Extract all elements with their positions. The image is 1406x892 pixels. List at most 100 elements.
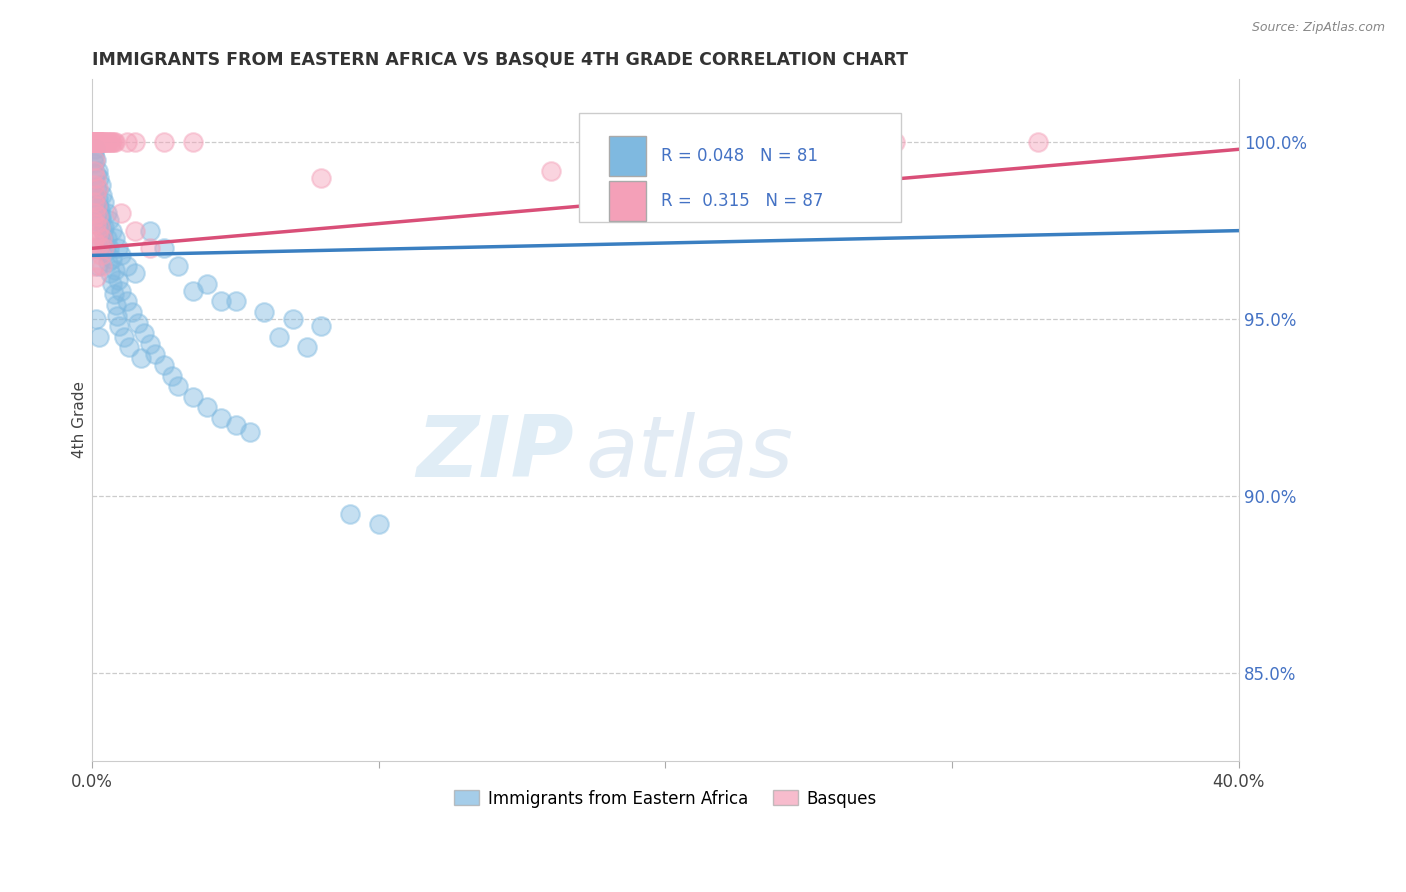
Point	[93, 241, 115, 255]
Point	[83, 135, 105, 149]
Point	[540, 163, 562, 178]
Point	[267, 329, 290, 343]
Point	[124, 224, 146, 238]
Point	[89, 220, 111, 235]
Point	[367, 517, 389, 532]
Point	[132, 326, 155, 341]
Point	[94, 244, 117, 259]
Point	[91, 135, 114, 149]
Point	[339, 507, 361, 521]
Point	[121, 305, 143, 319]
Point	[87, 135, 110, 149]
Point	[96, 135, 118, 149]
Point	[83, 135, 105, 149]
Point	[153, 241, 176, 255]
Point	[115, 294, 138, 309]
Point	[883, 135, 905, 149]
Point	[83, 234, 105, 248]
Text: IMMIGRANTS FROM EASTERN AFRICA VS BASQUE 4TH GRADE CORRELATION CHART: IMMIGRANTS FROM EASTERN AFRICA VS BASQUE…	[93, 51, 908, 69]
Point	[86, 181, 108, 195]
Point	[281, 312, 304, 326]
Point	[112, 329, 135, 343]
Point	[87, 135, 110, 149]
Point	[124, 135, 146, 149]
Point	[93, 135, 115, 149]
Point	[84, 135, 107, 149]
Point	[84, 135, 107, 149]
Point	[93, 220, 115, 235]
Point	[83, 135, 105, 149]
Point	[84, 241, 107, 255]
Point	[86, 135, 108, 149]
Point	[86, 135, 108, 149]
FancyBboxPatch shape	[609, 136, 645, 176]
Point	[97, 135, 120, 149]
Point	[82, 135, 104, 149]
Point	[87, 192, 110, 206]
Point	[86, 135, 108, 149]
Point	[89, 237, 111, 252]
Point	[108, 319, 131, 334]
Point	[162, 368, 184, 383]
Point	[181, 284, 204, 298]
Point	[90, 213, 112, 227]
Point	[84, 135, 107, 149]
Point	[98, 213, 121, 227]
Point	[101, 224, 124, 238]
Point	[195, 277, 218, 291]
Point	[90, 248, 112, 262]
Text: ZIP: ZIP	[416, 412, 574, 495]
Point	[87, 210, 110, 224]
Point	[83, 213, 105, 227]
Point	[83, 135, 105, 149]
Point	[107, 273, 129, 287]
Point	[83, 163, 105, 178]
Point	[195, 401, 218, 415]
Point	[167, 379, 190, 393]
Y-axis label: 4th Grade: 4th Grade	[72, 381, 87, 458]
Point	[181, 390, 204, 404]
Point	[91, 230, 114, 244]
Point	[82, 135, 104, 149]
Point	[224, 294, 246, 309]
Point	[295, 340, 318, 354]
Point	[107, 241, 129, 255]
Point	[127, 316, 149, 330]
Text: R =  0.315   N = 87: R = 0.315 N = 87	[661, 192, 824, 210]
Point	[103, 135, 125, 149]
Point	[91, 224, 114, 238]
Point	[86, 199, 108, 213]
Point	[93, 195, 115, 210]
Point	[104, 262, 127, 277]
FancyBboxPatch shape	[609, 180, 645, 221]
Point	[138, 336, 160, 351]
Point	[311, 170, 333, 185]
Point	[104, 230, 127, 244]
Point	[89, 170, 111, 185]
Point	[84, 206, 107, 220]
Point	[83, 156, 105, 170]
Point	[98, 135, 121, 149]
Point	[84, 188, 107, 202]
Point	[90, 135, 112, 149]
Point	[82, 213, 104, 227]
Point	[93, 234, 115, 248]
Point	[110, 206, 132, 220]
Point	[138, 241, 160, 255]
Point	[89, 135, 111, 149]
Point	[129, 351, 152, 365]
Point	[1026, 135, 1049, 149]
Point	[124, 266, 146, 280]
Point	[96, 230, 118, 244]
Point	[94, 135, 117, 149]
Point	[181, 135, 204, 149]
Point	[118, 340, 141, 354]
Point	[104, 298, 127, 312]
Point	[83, 135, 105, 149]
Point	[89, 329, 111, 343]
Point	[86, 135, 108, 149]
Point	[89, 135, 111, 149]
Point	[87, 163, 110, 178]
Point	[101, 252, 124, 266]
Point	[87, 181, 110, 195]
